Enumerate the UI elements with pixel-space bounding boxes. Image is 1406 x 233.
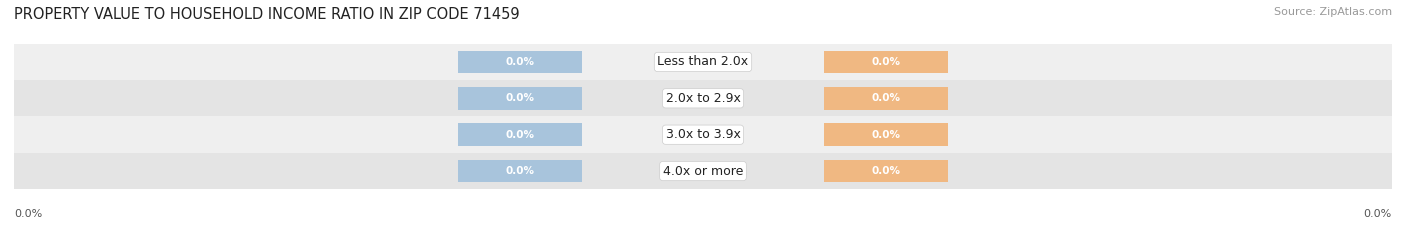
Text: 0.0%: 0.0%	[506, 57, 534, 67]
Bar	[14, 153, 1392, 189]
Text: 0.0%: 0.0%	[14, 209, 42, 219]
Bar	[824, 87, 948, 110]
Text: Source: ZipAtlas.com: Source: ZipAtlas.com	[1274, 7, 1392, 17]
Bar	[824, 51, 948, 73]
Text: 3.0x to 3.9x: 3.0x to 3.9x	[665, 128, 741, 141]
Text: 0.0%: 0.0%	[872, 93, 900, 103]
Bar	[458, 87, 582, 110]
Bar	[824, 123, 948, 146]
Bar	[14, 116, 1392, 153]
Bar	[14, 44, 1392, 80]
Text: 4.0x or more: 4.0x or more	[662, 164, 744, 178]
Text: 0.0%: 0.0%	[506, 130, 534, 140]
Text: 2.0x to 2.9x: 2.0x to 2.9x	[665, 92, 741, 105]
Text: 0.0%: 0.0%	[506, 166, 534, 176]
Text: 0.0%: 0.0%	[872, 166, 900, 176]
Bar	[458, 123, 582, 146]
Text: 0.0%: 0.0%	[1364, 209, 1392, 219]
Bar	[14, 80, 1392, 116]
Text: Less than 2.0x: Less than 2.0x	[658, 55, 748, 69]
Text: 0.0%: 0.0%	[872, 57, 900, 67]
Bar	[458, 160, 582, 182]
Bar	[458, 51, 582, 73]
Text: PROPERTY VALUE TO HOUSEHOLD INCOME RATIO IN ZIP CODE 71459: PROPERTY VALUE TO HOUSEHOLD INCOME RATIO…	[14, 7, 520, 22]
Text: 0.0%: 0.0%	[872, 130, 900, 140]
Bar	[824, 160, 948, 182]
Text: 0.0%: 0.0%	[506, 93, 534, 103]
